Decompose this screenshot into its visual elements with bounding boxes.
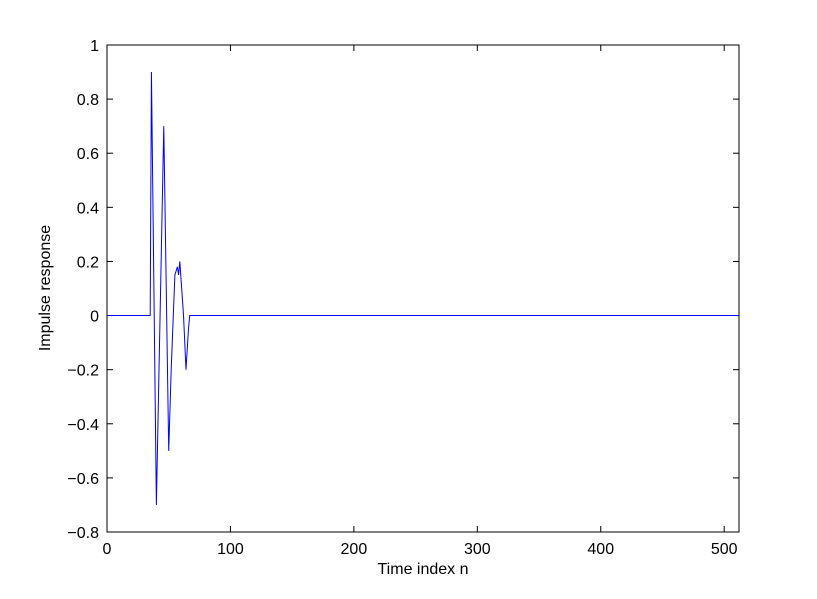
- x-tick-label: 400: [587, 541, 614, 558]
- y-tick-label: 0.8: [77, 92, 99, 109]
- y-tick-label: 0.4: [77, 200, 99, 217]
- x-tick-label: 200: [341, 541, 368, 558]
- plot-frame: [106, 44, 740, 533]
- y-tick-label: 0.2: [77, 254, 99, 271]
- y-axis-label: Impulse response: [37, 225, 54, 351]
- y-tick-label: −0.6: [67, 471, 99, 488]
- y-tick-label: −0.2: [67, 363, 99, 380]
- y-tick-label: −0.4: [67, 417, 99, 434]
- x-tick-label: 100: [217, 541, 244, 558]
- y-tick-label: 0: [90, 309, 99, 326]
- data-line: [107, 72, 739, 505]
- x-tick-label: 300: [464, 541, 491, 558]
- x-tick-label: 500: [711, 541, 738, 558]
- x-tick-label: 0: [103, 541, 112, 558]
- y-tick-label: −0.8: [67, 525, 99, 542]
- y-tick-label: 0.6: [77, 146, 99, 163]
- x-axis-label: Time index n: [378, 561, 469, 578]
- y-tick-label: 1: [90, 38, 99, 55]
